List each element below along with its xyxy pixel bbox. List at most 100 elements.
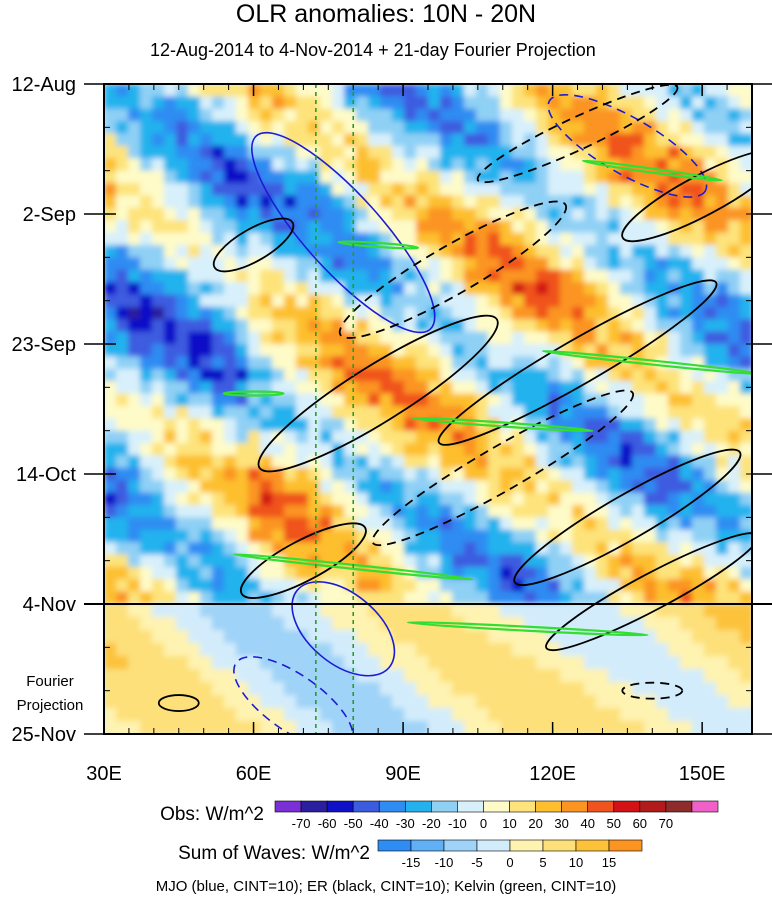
projection-cell [176,721,189,734]
obs-cell [416,269,429,284]
wave-contours [157,84,752,734]
obs-cell [656,183,669,197]
projection-cell [704,630,717,644]
obs-cell [560,183,573,197]
obs-cell [224,331,237,345]
obs-cell [488,368,501,383]
obs-cell [596,455,609,469]
obs-cell [512,133,525,147]
obs-cell [404,443,417,457]
obs-cell [128,257,141,271]
obs-cell [344,480,357,494]
obs-cell [344,121,357,135]
obs-cell [140,418,153,432]
obs-cell [320,257,333,271]
obs-cell [128,232,141,246]
obs-cell [440,133,453,147]
colorbar-swatch [665,800,693,813]
projection-cell [200,630,213,644]
obs-cell [368,517,381,531]
obs-cell [164,319,177,333]
obs-cell [740,443,752,457]
obs-cell [236,356,249,370]
projection-cell [164,617,177,631]
colorbar-tick-label: 10 [569,855,583,870]
obs-cell [548,96,561,110]
obs-cell [440,455,453,469]
projection-cell [140,708,153,722]
projection-cell [632,695,645,709]
obs-cell [488,529,501,544]
obs-cell [476,566,489,581]
projection-cell [668,643,681,657]
projection-cell [608,669,621,683]
obs-cell [512,505,525,519]
obs-cell [260,492,273,506]
obs-cell [392,455,405,469]
obs-cell [596,294,609,308]
projection-cell [344,682,357,696]
obs-cell [524,381,537,395]
projection-cell [392,721,405,734]
projection-cell [608,721,621,734]
projection-cell [464,656,477,670]
obs-cell [152,368,165,383]
obs-cell [716,282,729,296]
obs-cell [536,430,549,445]
obs-cell [152,306,165,321]
obs-cell [584,331,597,345]
obs-cell [128,368,141,383]
obs-cell [560,480,573,494]
obs-cell [236,517,249,531]
projection-cell [164,721,177,734]
obs-cell [524,108,537,123]
obs-cell [308,480,321,494]
obs-cell [176,294,189,308]
obs-cell [488,505,501,519]
kelvin-contour [406,621,649,637]
obs-cell [524,579,537,593]
obs-cell [716,84,729,98]
projection-cell [308,656,321,670]
obs-cell [344,257,357,271]
obs-cell [440,368,453,383]
obs-cell [128,430,141,445]
projection-cell [704,604,717,618]
obs-cell [380,554,393,568]
obs-cell [200,566,213,581]
obs-cell [188,319,201,333]
obs-cell [488,269,501,284]
legend-note: MJO (blue, CINT=10); ER (black, CINT=10)… [156,878,617,895]
obs-cell [548,294,561,308]
obs-cell [284,517,297,531]
obs-cell [116,108,129,123]
obs-cell [344,529,357,544]
obs-cell [476,554,489,568]
projection-cell [368,656,381,670]
obs-cell [572,579,585,593]
obs-cell [368,207,381,222]
obs-cell [668,443,681,457]
obs-cell [596,430,609,445]
obs-cell [308,108,321,123]
obs-cell [440,257,453,271]
obs-cell [116,294,129,308]
obs-cell [332,566,345,581]
obs-cell [344,133,357,147]
obs-cell [164,195,177,209]
obs-cell [680,108,693,123]
obs-cell [572,554,585,568]
obs-cell [632,269,645,284]
obs-cell [164,455,177,469]
projection-cell [176,695,189,709]
obs-cell [308,566,321,581]
obs-cell [284,306,297,321]
obs-cell [680,96,693,110]
obs-cell [368,480,381,494]
obs-cell [284,356,297,370]
projection-cell [692,695,705,709]
obs-cell [116,232,129,246]
projection-cell [188,669,201,683]
obs-cell [140,591,153,605]
obs-cell [200,443,213,457]
